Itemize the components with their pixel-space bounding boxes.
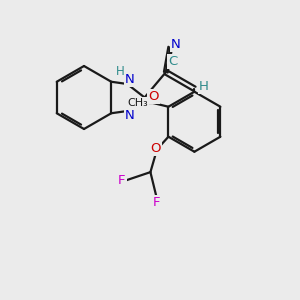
Text: N: N [171, 38, 181, 51]
Text: H: H [116, 65, 125, 78]
Text: C: C [169, 55, 178, 68]
Text: O: O [150, 142, 161, 155]
Text: F: F [118, 174, 126, 187]
Text: O: O [148, 90, 159, 103]
Text: N: N [125, 73, 134, 86]
Text: H: H [199, 80, 209, 93]
Text: N: N [125, 109, 134, 122]
Text: CH₃: CH₃ [127, 98, 148, 108]
Text: F: F [153, 196, 160, 209]
